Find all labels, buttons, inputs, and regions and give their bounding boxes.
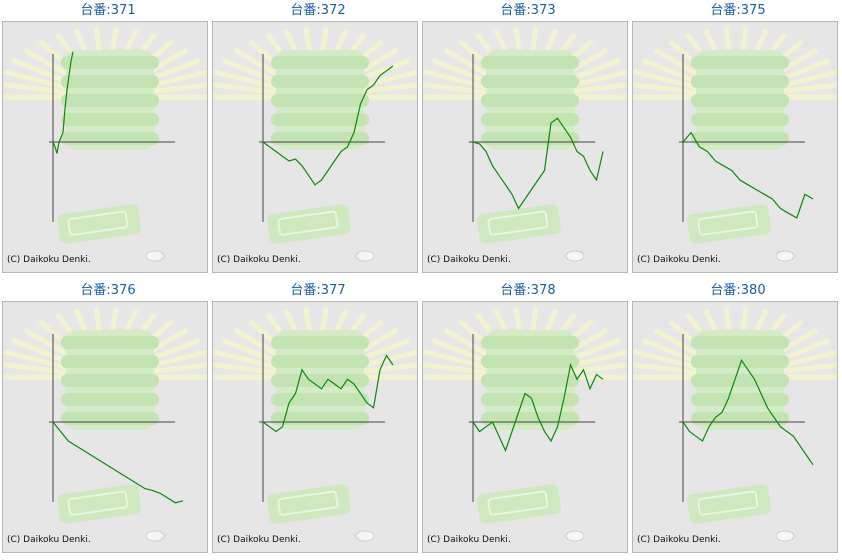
panel-title[interactable]: 台番:373 [500,3,556,18]
series-line [682,358,814,466]
panel-title[interactable]: 台番:376 [80,283,136,298]
chart-panel-372: 台番:372 (C) Daikoku Denki. [212,0,424,278]
series-line [52,51,74,154]
copyright-text: (C) Daikoku Denki. [427,535,511,545]
chart-panel-376: 台番:376 (C) Daikoku Denki. [2,280,214,558]
background-illustration [633,306,837,542]
copyright-text: (C) Daikoku Denki. [7,535,91,545]
chart-frame: (C) Daikoku Denki. [212,21,418,273]
background-illustration [3,26,207,262]
background-illustration [213,26,417,262]
series-line [472,117,604,210]
chart-frame: (C) Daikoku Denki. [2,301,208,553]
series-line [472,363,604,453]
copyright-text: (C) Daikoku Denki. [637,255,721,265]
chart-panel-373: 台番:373 (C) Daikoku Denki. [422,0,634,278]
line-chart [213,26,417,262]
chart-frame: (C) Daikoku Denki. [632,301,838,553]
series-line [682,131,814,219]
line-chart [423,306,627,542]
line-chart [633,26,837,262]
chart-panel-371: 台番:371 (C) Daikoku Denki. [2,0,214,278]
line-chart [633,306,837,542]
line-chart [3,306,207,542]
chart-frame: (C) Daikoku Denki. [2,21,208,273]
chart-frame: (C) Daikoku Denki. [422,21,628,273]
background-illustration [423,306,627,542]
copyright-text: (C) Daikoku Denki. [217,535,301,545]
panel-title[interactable]: 台番:378 [500,283,556,298]
chart-panel-378: 台番:378 (C) Daikoku Denki. [422,280,634,558]
series-line [262,354,394,433]
background-illustration [3,306,207,542]
chart-frame: (C) Daikoku Denki. [632,21,838,273]
line-chart [423,26,627,262]
copyright-text: (C) Daikoku Denki. [217,255,301,265]
series-line [52,421,184,504]
chart-panel-380: 台番:380 (C) Daikoku Denki. [632,280,842,558]
background-illustration [213,306,417,542]
panel-title[interactable]: 台番:372 [290,3,346,18]
panel-title[interactable]: 台番:380 [710,283,766,298]
chart-frame: (C) Daikoku Denki. [212,301,418,553]
chart-panel-377: 台番:377 (C) Daikoku Denki. [212,280,424,558]
panel-title[interactable]: 台番:375 [710,3,766,18]
panel-title[interactable]: 台番:371 [80,3,136,18]
copyright-text: (C) Daikoku Denki. [7,255,91,265]
series-line [262,65,394,186]
copyright-text: (C) Daikoku Denki. [427,255,511,265]
background-illustration [633,26,837,262]
copyright-text: (C) Daikoku Denki. [637,535,721,545]
background-illustration [423,26,627,262]
chart-frame: (C) Daikoku Denki. [422,301,628,553]
chart-panel-375: 台番:375 (C) Daikoku Denki. [632,0,842,278]
line-chart [213,306,417,542]
panel-title[interactable]: 台番:377 [290,283,346,298]
line-chart [3,26,207,262]
